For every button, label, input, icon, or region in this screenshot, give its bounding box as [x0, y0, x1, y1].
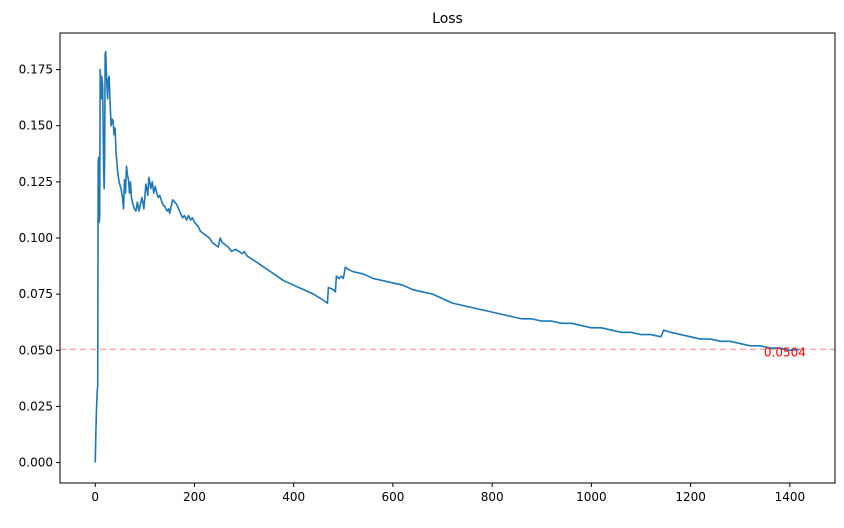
x-tick-label: 1400 [775, 490, 806, 504]
x-tick-label: 600 [381, 490, 404, 504]
x-tick-label: 1200 [675, 490, 706, 504]
loss-series-line [94, 50, 800, 463]
x-tick-label: 1000 [576, 490, 607, 504]
y-tick-label: 0.075 [19, 287, 53, 301]
chart-title: Loss [432, 11, 463, 27]
y-axis: 0.000 0.025 0.050 0.075 0.100 0.125 0.150 0.175 [19, 63, 60, 470]
x-tick-label: 0 [91, 490, 99, 504]
y-tick-label: 0.050 [19, 343, 53, 357]
y-tick-label: 0.000 [19, 456, 53, 470]
y-tick-label: 0.100 [19, 231, 53, 245]
x-tick-label: 200 [183, 490, 206, 504]
y-tick-label: 0.025 [19, 399, 53, 413]
x-tick-label: 800 [481, 490, 504, 504]
y-tick-label: 0.150 [19, 119, 53, 133]
series-layer [94, 50, 800, 463]
plot-frame [59, 32, 836, 484]
reference-value-label: 0.0504 [764, 345, 806, 359]
x-axis: 0 200 400 600 800 1000 1200 1400 [91, 483, 805, 504]
y-tick-label: 0.175 [19, 63, 53, 77]
x-tick-label: 400 [282, 490, 305, 504]
y-tick-label: 0.125 [19, 175, 53, 189]
